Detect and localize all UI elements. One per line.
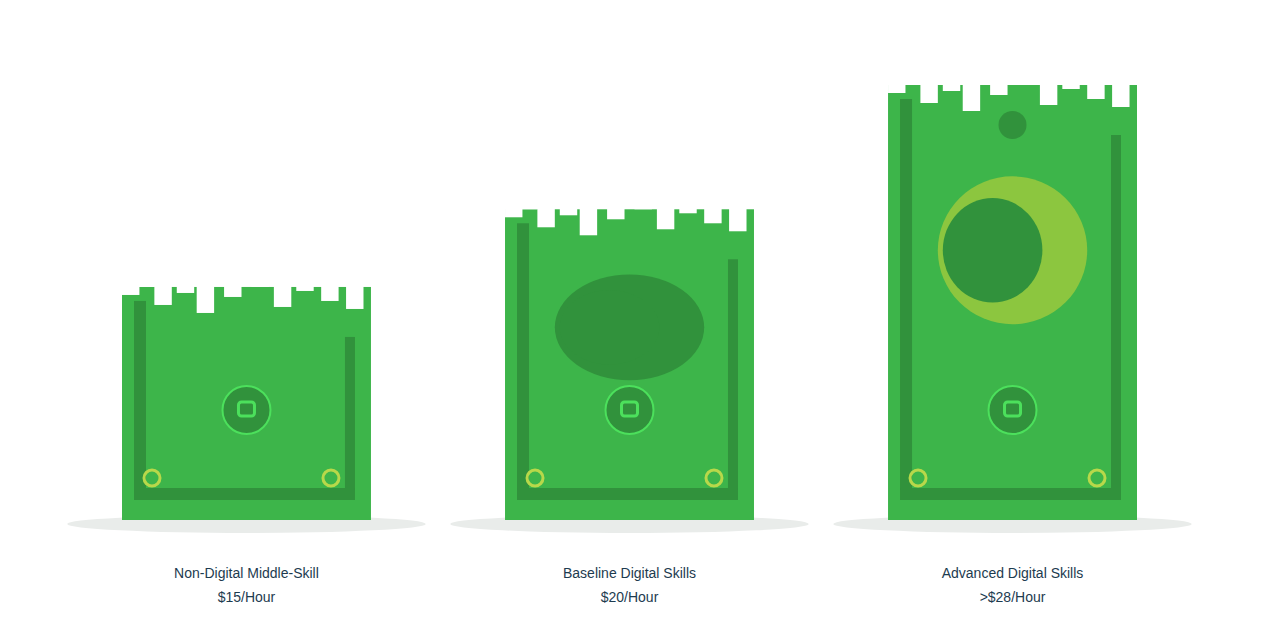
bill-emblem: [910, 470, 926, 486]
torn-edge: [505, 208, 522, 217]
data-label: $20/Hour: [601, 589, 659, 605]
data-label: $15/Hour: [218, 589, 276, 605]
torn-edge: [122, 286, 139, 295]
bill-portrait: [938, 176, 1087, 324]
bill-frame: [1111, 135, 1121, 490]
bill-seal: [606, 386, 654, 434]
bar: [505, 209, 754, 520]
category-label: Baseline Digital Skills: [563, 565, 696, 581]
torn-edge: [321, 286, 338, 301]
bill: [505, 208, 754, 520]
bill: [122, 286, 371, 520]
torn-edge: [560, 208, 577, 215]
bill-frame: [134, 301, 146, 490]
chart: Non-Digital Middle-Skill Baseline Digital…: [0, 0, 1271, 644]
bill-seal: [989, 386, 1037, 434]
bill-frame: [900, 488, 1121, 500]
torn-edge: [224, 286, 241, 297]
torn-edge: [607, 208, 624, 219]
torn-edge: [634, 208, 651, 209]
labels: Non-Digital Middle-Skill Baseline Digital…: [174, 565, 1083, 605]
bill-emblem: [144, 470, 160, 486]
torn-edge: [251, 286, 268, 287]
bill-seal: [222, 386, 270, 434]
bill-frame: [728, 259, 738, 490]
torn-edge: [920, 84, 937, 103]
bill: [888, 84, 1137, 520]
torn-edge: [679, 208, 696, 213]
bill-frame: [517, 488, 738, 500]
bill-portrait: [943, 198, 1043, 302]
torn-edge: [1040, 84, 1057, 105]
torn-edge: [296, 286, 313, 291]
category-label: Advanced Digital Skills: [942, 565, 1084, 581]
torn-edge: [657, 208, 674, 229]
bill-emblem: [1089, 470, 1105, 486]
torn-edge: [1062, 84, 1079, 89]
torn-edge: [177, 286, 194, 293]
bar: [888, 85, 1137, 520]
marks: [122, 84, 1137, 520]
bill-emblem: [527, 470, 543, 486]
torn-edge: [346, 286, 363, 309]
torn-edge: [704, 208, 721, 223]
torn-edge: [729, 208, 746, 231]
bill-seal: [238, 402, 254, 416]
torn-edge: [888, 84, 905, 93]
torn-edge: [154, 286, 171, 305]
bill-emblem: [323, 470, 339, 486]
torn-edge: [537, 208, 554, 227]
torn-edge: [197, 286, 214, 313]
torn-edge: [274, 286, 291, 307]
bill-emblem: [706, 470, 722, 486]
bill-seal: [622, 402, 638, 416]
torn-edge: [1017, 84, 1034, 85]
bill-seal: [1005, 402, 1021, 416]
bill-frame: [345, 337, 355, 490]
bill-portrait: [560, 290, 660, 365]
torn-edge: [520, 208, 537, 209]
category-label: Non-Digital Middle-Skill: [174, 565, 319, 581]
torn-edge: [137, 286, 154, 287]
torn-edge: [963, 84, 980, 111]
torn-edge: [1087, 84, 1104, 99]
bill-portrait: [555, 275, 704, 381]
torn-edge: [903, 84, 920, 85]
torn-edge: [943, 84, 960, 91]
data-label: >$28/Hour: [980, 589, 1046, 605]
torn-edge: [990, 84, 1007, 95]
bill-frame: [134, 488, 355, 500]
torn-edge: [580, 208, 597, 235]
torn-edge: [1112, 84, 1129, 107]
bill-frame: [517, 223, 529, 490]
bar: [122, 287, 371, 520]
bill-frame: [900, 99, 912, 490]
bill-seal: [999, 111, 1027, 139]
